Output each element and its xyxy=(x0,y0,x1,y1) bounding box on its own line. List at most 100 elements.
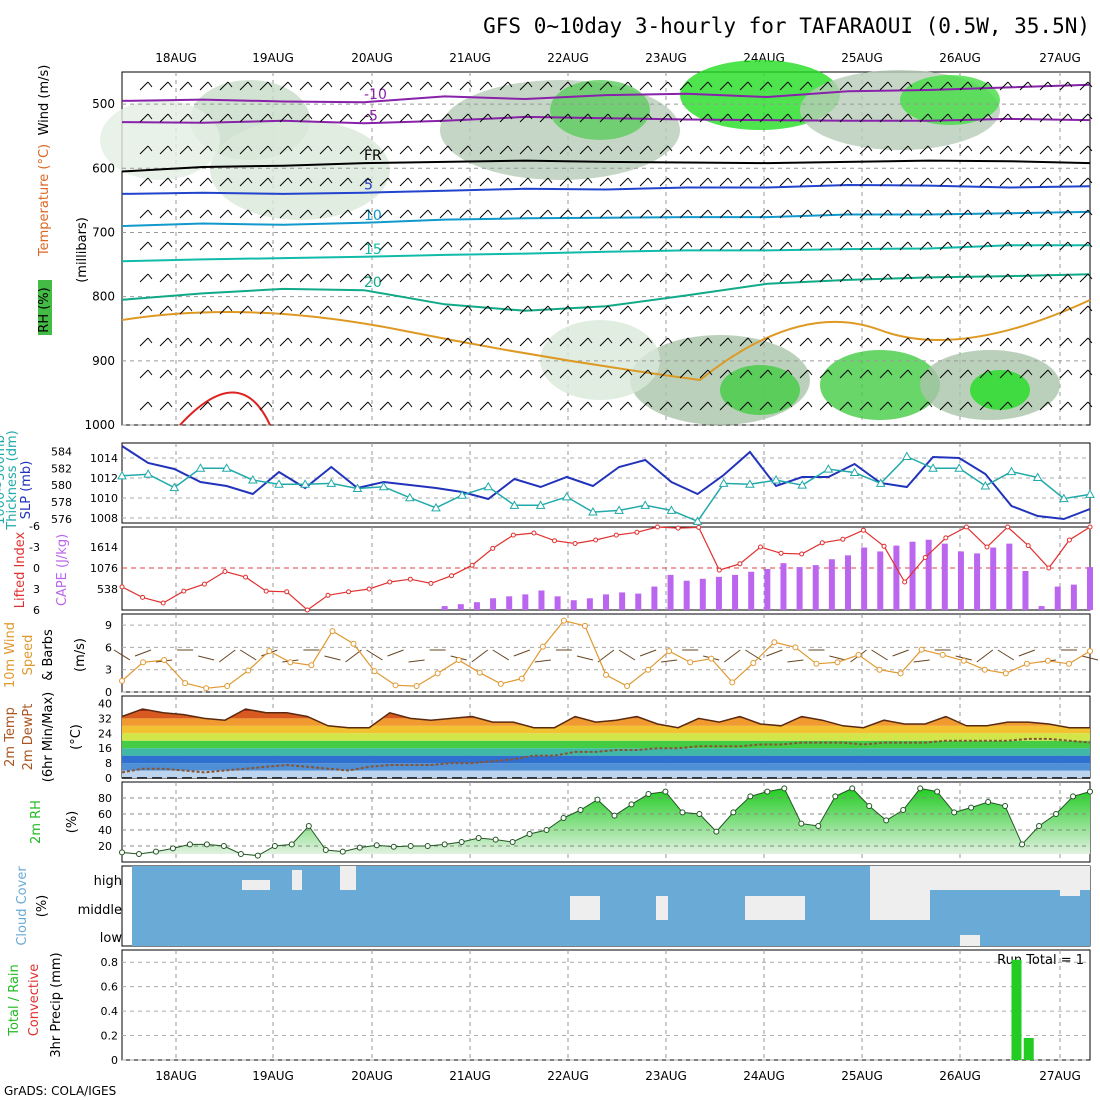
wind-barb-staff xyxy=(619,209,629,219)
wind-barb-staff xyxy=(1019,369,1029,379)
thickness-point xyxy=(274,479,284,488)
wind-barb-flag xyxy=(687,113,693,120)
slp-tick-1010: 1010 xyxy=(90,492,118,505)
wind-barb-flag xyxy=(747,209,753,216)
wind-barb-staff xyxy=(339,113,349,123)
wind-barb-staff xyxy=(979,305,989,315)
wind-barb xyxy=(799,209,813,219)
wind-barb-flag xyxy=(167,337,173,344)
wind-barb-staff xyxy=(299,369,309,379)
wind-barb xyxy=(979,273,993,283)
wind-barb-flag xyxy=(407,369,413,376)
wind-barb-staff xyxy=(799,369,809,379)
wind-barb-flag xyxy=(487,81,493,88)
wind-barb-staff xyxy=(1059,241,1069,251)
wind-barb-flag xyxy=(1067,401,1073,408)
lifted-index-point xyxy=(1087,524,1093,530)
wind-barb xyxy=(219,113,233,123)
wind-barb xyxy=(319,337,333,347)
thickness-point xyxy=(326,478,337,487)
wind-barb xyxy=(839,337,853,347)
wind-barb-flag xyxy=(867,337,873,344)
wind-barb xyxy=(459,337,473,347)
wind10-point xyxy=(476,669,483,676)
wind-barb xyxy=(739,273,753,283)
wind-barb xyxy=(499,113,513,123)
wind-barb xyxy=(279,369,293,379)
wind-barb-staff xyxy=(239,81,249,91)
wind-barb-staff xyxy=(779,81,789,91)
wind-barb-staff xyxy=(559,81,569,91)
wind-barb-staff xyxy=(299,337,309,347)
wind-barb xyxy=(899,273,913,283)
wind-barb xyxy=(919,369,933,379)
wind-barb-staff xyxy=(839,401,849,411)
wind-barb-staff xyxy=(799,337,809,347)
wind-barb-staff xyxy=(259,401,269,411)
wind-barb-staff xyxy=(579,177,589,187)
wind-barb-staff xyxy=(399,113,409,123)
wind-barb-staff xyxy=(499,113,509,123)
wind-barb-flag xyxy=(1087,337,1093,344)
wind-barb-flag xyxy=(667,241,673,248)
wind-barb xyxy=(559,369,573,379)
wind-barb xyxy=(919,337,933,347)
thickness-point xyxy=(954,463,965,472)
wind-barb-flag xyxy=(287,209,293,216)
wind-barb-flag xyxy=(1067,209,1073,216)
wind-barb-flag xyxy=(607,241,613,248)
wind-barb xyxy=(299,209,313,219)
wind-barb-staff xyxy=(859,177,869,187)
wind-barb-staff xyxy=(939,337,949,347)
wind-barb-staff xyxy=(1039,273,1049,283)
wind-barb-flag xyxy=(807,177,813,184)
wind-barb-staff xyxy=(879,305,889,315)
wind-barb-flag xyxy=(507,337,513,344)
wind-barb-flag xyxy=(727,401,733,408)
cape-bar xyxy=(941,543,948,610)
wind-barb-staff xyxy=(1019,337,1029,347)
wind-barb-flag xyxy=(527,369,533,376)
date-top-18AUG: 18AUG xyxy=(155,51,197,65)
wind10-point xyxy=(287,659,294,666)
wind-barb-staff xyxy=(539,273,549,283)
wind-barb-flag xyxy=(287,145,293,152)
thickness-point xyxy=(1085,489,1095,498)
wind10-point xyxy=(750,660,757,667)
wind-barb xyxy=(519,401,533,411)
wind-barb-flag xyxy=(1087,209,1093,216)
wind-barb-flag xyxy=(387,337,393,344)
wind-barb xyxy=(879,209,893,219)
wind-barb-flag xyxy=(567,209,573,216)
wind-barb-flag xyxy=(1027,273,1033,280)
wind-barb-flag xyxy=(647,401,653,408)
lifted-index-point xyxy=(799,551,805,557)
wind-barb-flag xyxy=(247,177,253,184)
wind-barb-staff xyxy=(939,305,949,315)
wind-barb-flag xyxy=(427,209,433,216)
lifted-index-point xyxy=(263,588,269,594)
wind-barb-staff xyxy=(859,337,869,347)
thickness-point xyxy=(745,479,755,488)
wind-barb-staff xyxy=(659,177,669,187)
wind-barb xyxy=(239,241,253,251)
lifted-index-point xyxy=(860,527,866,533)
wind-barb-flag xyxy=(907,369,913,376)
wind-barb-staff xyxy=(479,209,489,219)
wind-barb-flag xyxy=(1067,305,1073,312)
wind10-barb xyxy=(345,649,362,663)
wind-barb-flag xyxy=(507,145,513,152)
rh-point xyxy=(458,839,465,845)
wind-barb xyxy=(419,81,433,91)
wind-barb-staff xyxy=(219,209,229,219)
wind-barb-staff xyxy=(159,241,169,251)
wind-barb xyxy=(619,209,633,219)
wind-barb xyxy=(699,81,713,91)
wind-barb-staff xyxy=(199,369,209,379)
wind-barb-staff xyxy=(619,273,629,283)
wind-barb-flag xyxy=(867,369,873,376)
wind-barb xyxy=(819,209,833,219)
wind-barb xyxy=(259,305,273,315)
wind-barb-flag xyxy=(487,305,493,312)
wind-barb-flag xyxy=(847,209,853,216)
